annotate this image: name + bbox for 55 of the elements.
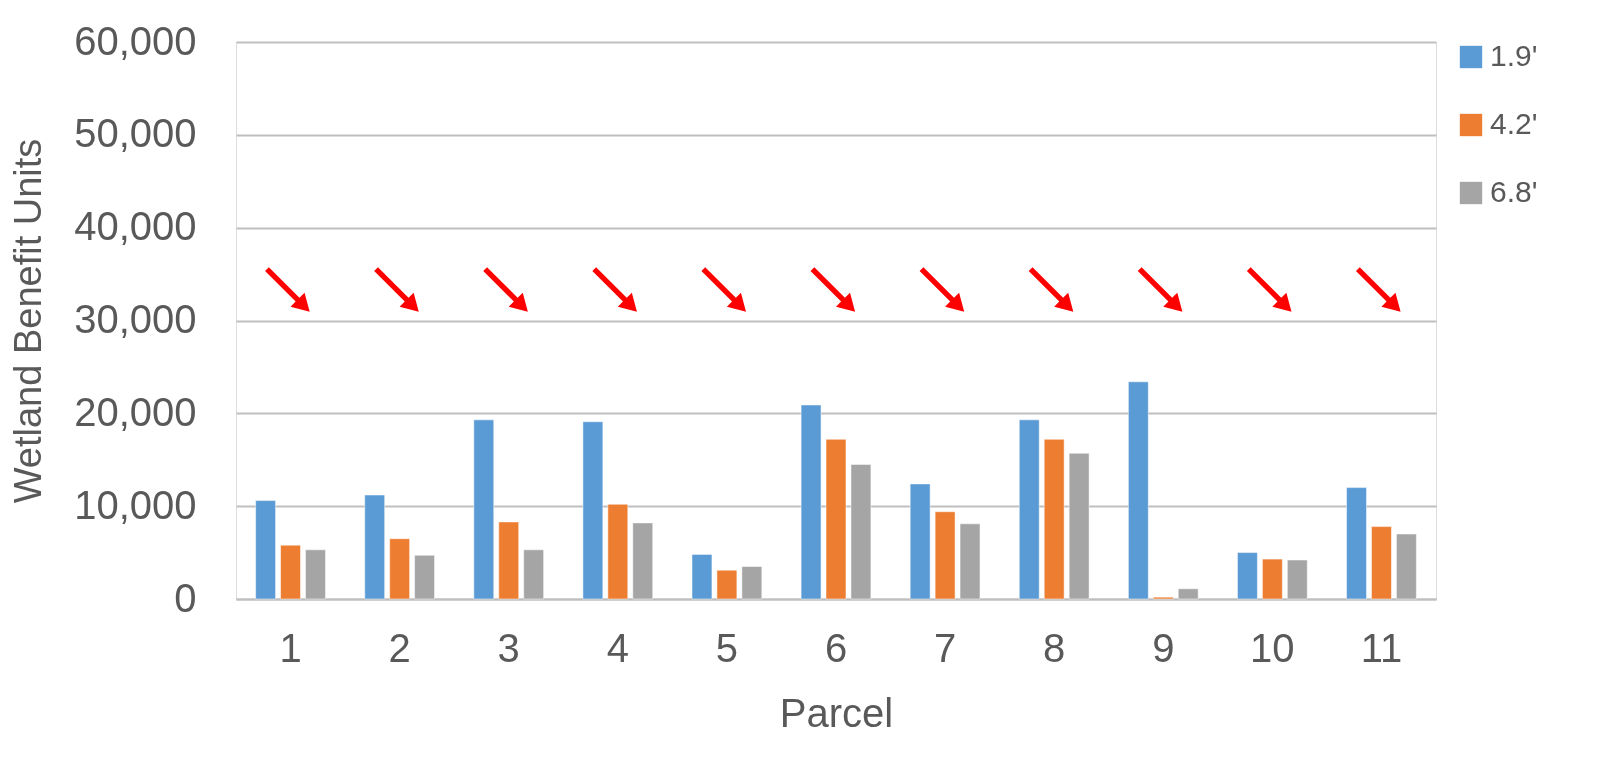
bar [800,404,822,600]
bar [280,544,301,600]
bar [364,494,385,600]
bar [934,511,956,600]
bar [1043,439,1065,600]
bar [473,419,495,600]
x-tick-label: 1 [279,625,302,670]
bar [523,549,544,600]
bar [959,523,981,600]
bar [1177,588,1199,600]
x-tick-label: 6 [824,625,848,670]
legend-label: 6.8' [1490,175,1538,208]
bar [414,555,435,600]
bar [1371,526,1392,600]
x-axis-title: Parcel [779,690,894,735]
x-tick-label: 4 [606,625,629,670]
y-axis-title: Wetland Benefit Units [7,138,50,504]
bar [582,421,604,600]
y-tick-label: 60,000 [74,18,197,63]
x-tick-label: 2 [388,625,411,670]
x-tick-label: 5 [715,625,739,670]
bar [1262,558,1283,600]
bar [1396,533,1417,600]
bar [1237,552,1258,600]
legend-label: 4.2' [1490,107,1538,140]
bar [850,464,872,600]
x-tick-label: 8 [1043,625,1066,670]
bar [607,504,629,600]
bar [909,483,931,600]
y-tick-label: 10,000 [74,482,197,527]
y-tick-label: 20,000 [74,389,197,434]
y-tick-label: 50,000 [74,111,197,156]
bar [691,554,713,600]
y-tick-label: 30,000 [74,297,197,341]
x-tick-label: 10 [1250,625,1295,670]
bar [1287,559,1308,600]
bar [1019,419,1040,600]
bar [716,569,738,600]
bar [1128,381,1149,600]
legend-label: 1.9' [1490,39,1538,72]
bar [498,521,519,600]
x-tick-label: 3 [497,625,520,670]
bar [255,500,276,600]
bar [389,538,410,600]
y-tick-label: 0 [174,575,197,620]
y-tick-label: 40,000 [74,204,197,249]
bar [741,566,763,600]
bar [305,549,326,600]
x-tick-label: 9 [1152,625,1175,670]
bar [1068,453,1090,600]
bar [825,439,847,600]
bar [1346,487,1367,600]
x-tick-label: 7 [933,625,957,670]
bar [632,522,653,600]
x-tick-label: 11 [1360,625,1403,670]
